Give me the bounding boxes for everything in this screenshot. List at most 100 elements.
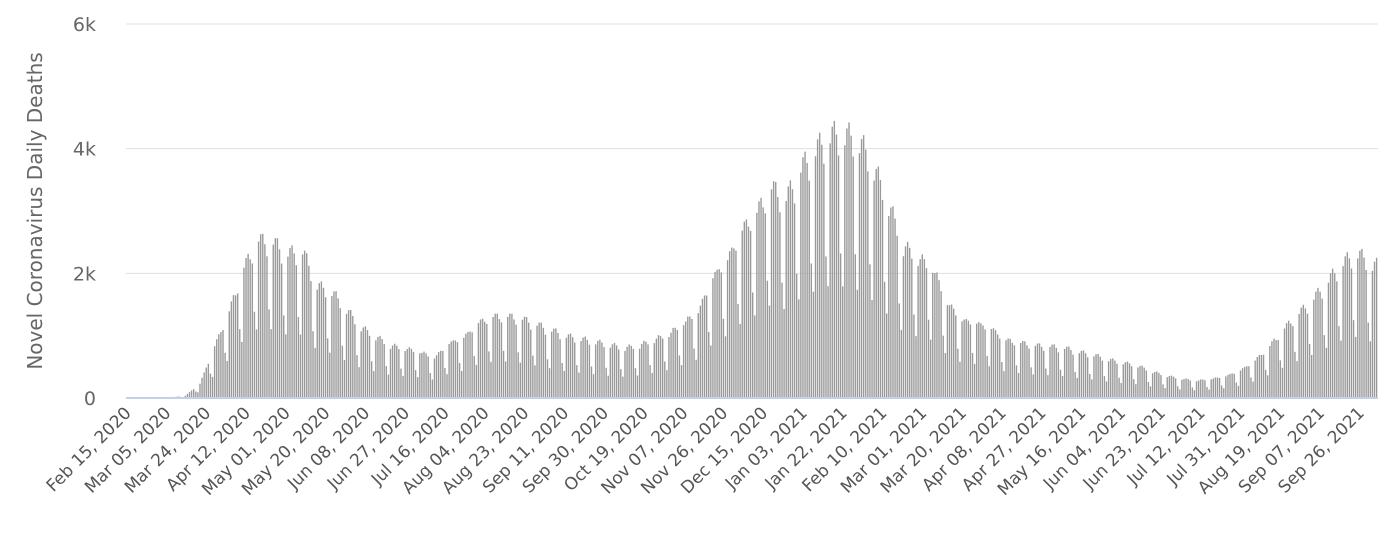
daily-death-bar [720,272,722,398]
daily-death-bar [810,263,813,398]
daily-death-bar [264,244,266,398]
daily-death-bar [1032,374,1034,398]
daily-death-bar [1338,326,1340,398]
daily-death-bar [209,373,212,398]
daily-death-bar [1331,268,1334,398]
daily-death-bar [867,171,869,398]
daily-death-bar [1149,386,1152,398]
daily-death-bar [630,345,632,398]
daily-death-bar [521,319,524,398]
daily-death-bar [274,238,277,398]
daily-death-bar [427,356,429,398]
daily-death-bar [1254,360,1256,398]
daily-death-bar [1354,336,1357,398]
daily-death-bar [1017,372,1020,398]
daily-death-bar [1074,371,1076,398]
daily-death-bar [1202,379,1204,398]
daily-death-bar [1038,343,1041,398]
daily-death-bar [900,329,903,398]
daily-death-bar [186,393,189,398]
daily-death-bar [297,317,300,398]
daily-death-bar [1112,358,1114,398]
daily-death-bar [802,157,804,398]
daily-death-bar [745,219,748,398]
daily-death-bar [636,375,639,398]
daily-death-bar [1296,361,1298,398]
daily-death-bar [532,355,534,398]
daily-death-bar [251,263,254,398]
daily-death-bar [1216,377,1219,398]
daily-death-bar [825,256,827,398]
daily-death-bar [557,333,559,398]
daily-death-bar [1212,378,1214,398]
daily-death-bar [1373,261,1376,398]
daily-death-bar [632,348,635,398]
daily-death-bar [486,323,488,398]
daily-death-bar [697,313,699,398]
daily-death-bar [584,336,586,398]
daily-death-bar [651,372,653,398]
daily-death-bar [909,247,911,398]
daily-death-bar [324,297,327,398]
daily-death-bar [370,361,373,398]
daily-death-bar [990,328,993,398]
daily-death-bar [676,329,679,398]
daily-death-bar [500,322,503,398]
daily-death-bar [1317,287,1319,398]
daily-death-bar [708,331,710,398]
daily-death-bar [1279,360,1281,398]
daily-death-bar [607,375,609,398]
daily-death-bar [1156,371,1158,398]
daily-death-bar [1260,354,1263,398]
daily-death-bar [726,260,729,398]
daily-death-bar [917,265,919,398]
daily-death-bar [754,315,756,398]
daily-death-bar [1357,258,1359,398]
daily-death-bar [1135,384,1137,398]
daily-death-bar [530,329,532,398]
daily-death-bar [967,320,970,398]
daily-death-bar [858,153,861,398]
daily-death-bar [1350,268,1353,398]
daily-death-bar [1158,372,1160,398]
daily-death-bar [1019,342,1022,398]
daily-death-bar [682,325,685,398]
daily-death-bar [475,364,478,398]
daily-death-bar [921,254,923,398]
daily-death-bar [197,392,199,398]
daily-death-bar [661,338,664,398]
daily-death-bar [1315,291,1317,398]
daily-death-bar [488,351,490,398]
daily-death-bar [703,295,706,398]
daily-death-bar [218,334,220,398]
daily-death-bar [875,169,877,398]
daily-death-bar [714,271,716,398]
daily-death-bar [1068,346,1070,398]
daily-death-bar [385,366,387,398]
daily-death-bar [888,216,890,398]
daily-death-bar [894,218,896,398]
daily-death-bar [393,343,396,398]
daily-death-bar [1327,282,1330,398]
daily-death-bar [653,343,655,398]
daily-death-bar [1124,362,1127,398]
daily-death-bar [883,281,886,398]
daily-death-bar [551,331,553,398]
daily-death-bar [1369,341,1372,398]
daily-death-bar [216,339,218,398]
daily-death-bar [360,331,362,398]
daily-death-bar [1267,375,1269,398]
daily-death-bar [724,336,727,398]
daily-death-bar [896,235,898,398]
daily-death-bar [948,305,951,398]
daily-death-bar [1214,377,1217,398]
daily-death-bar [1128,363,1131,398]
daily-death-bar [563,370,565,398]
daily-death-bar [308,265,310,398]
daily-death-bar [620,369,622,398]
daily-death-bar [339,308,341,398]
daily-death-bar [1114,360,1116,398]
daily-death-bar [624,350,626,398]
daily-death-bar [1187,379,1189,398]
